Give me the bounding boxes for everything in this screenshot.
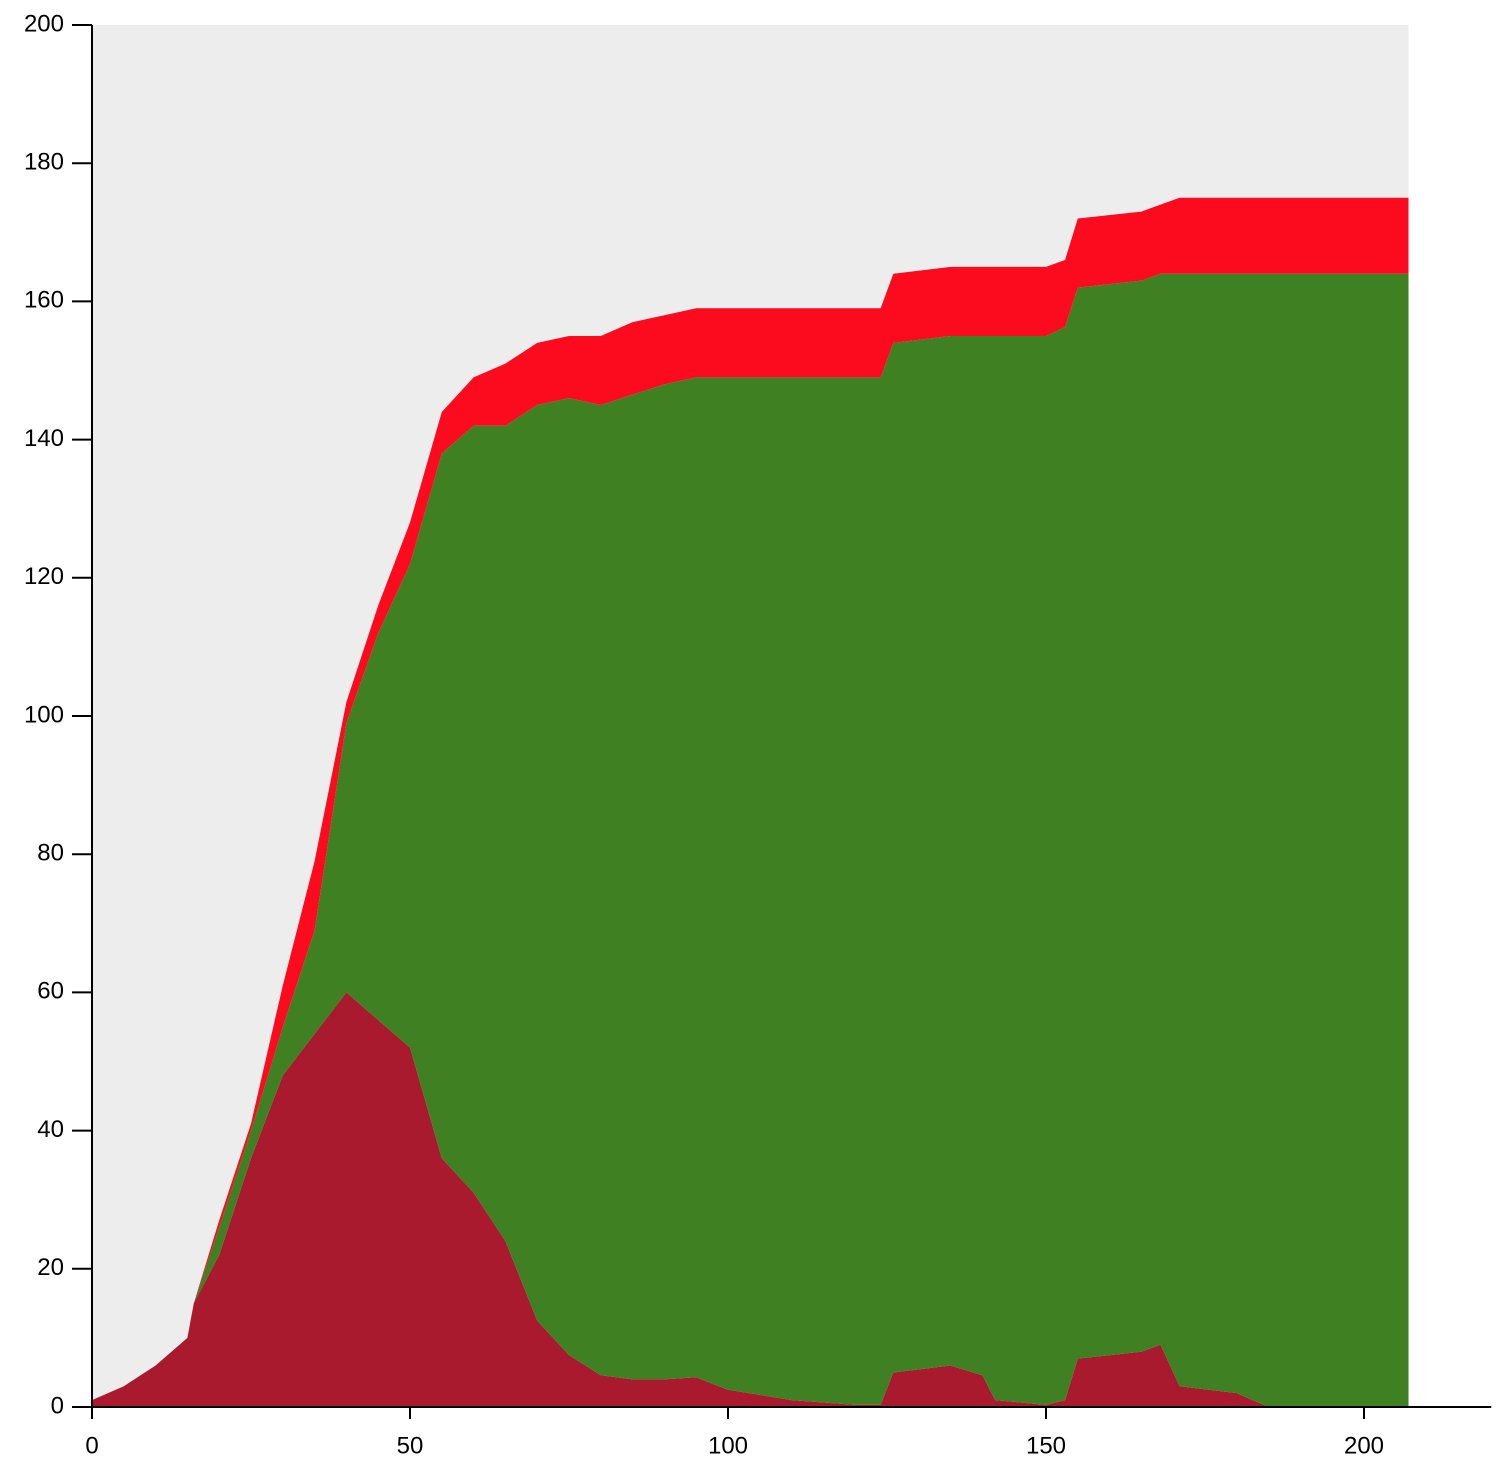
y-tick-label: 20 — [37, 1254, 64, 1281]
y-tick-label: 100 — [24, 701, 64, 728]
y-tick-label: 180 — [24, 149, 64, 176]
y-tick-label: 200 — [24, 10, 64, 37]
x-tick-label: 50 — [397, 1432, 424, 1459]
area — [92, 197, 1409, 1401]
x-tick-label: 150 — [1026, 1432, 1066, 1459]
y-tick-label: 60 — [37, 978, 64, 1005]
area — [92, 992, 1409, 1407]
area — [92, 273, 1409, 1407]
x-tick-label: 0 — [85, 1432, 98, 1459]
y-tick-label: 40 — [37, 1116, 64, 1143]
y-tick-label: 120 — [24, 563, 64, 590]
y-tick-label: 140 — [24, 425, 64, 452]
x-tick-label: 100 — [708, 1432, 748, 1459]
y-tick-label: 160 — [24, 287, 64, 314]
x-tick-label: 200 — [1344, 1432, 1384, 1459]
y-tick-label: 80 — [37, 840, 64, 867]
y-tick-label: 0 — [51, 1392, 64, 1419]
